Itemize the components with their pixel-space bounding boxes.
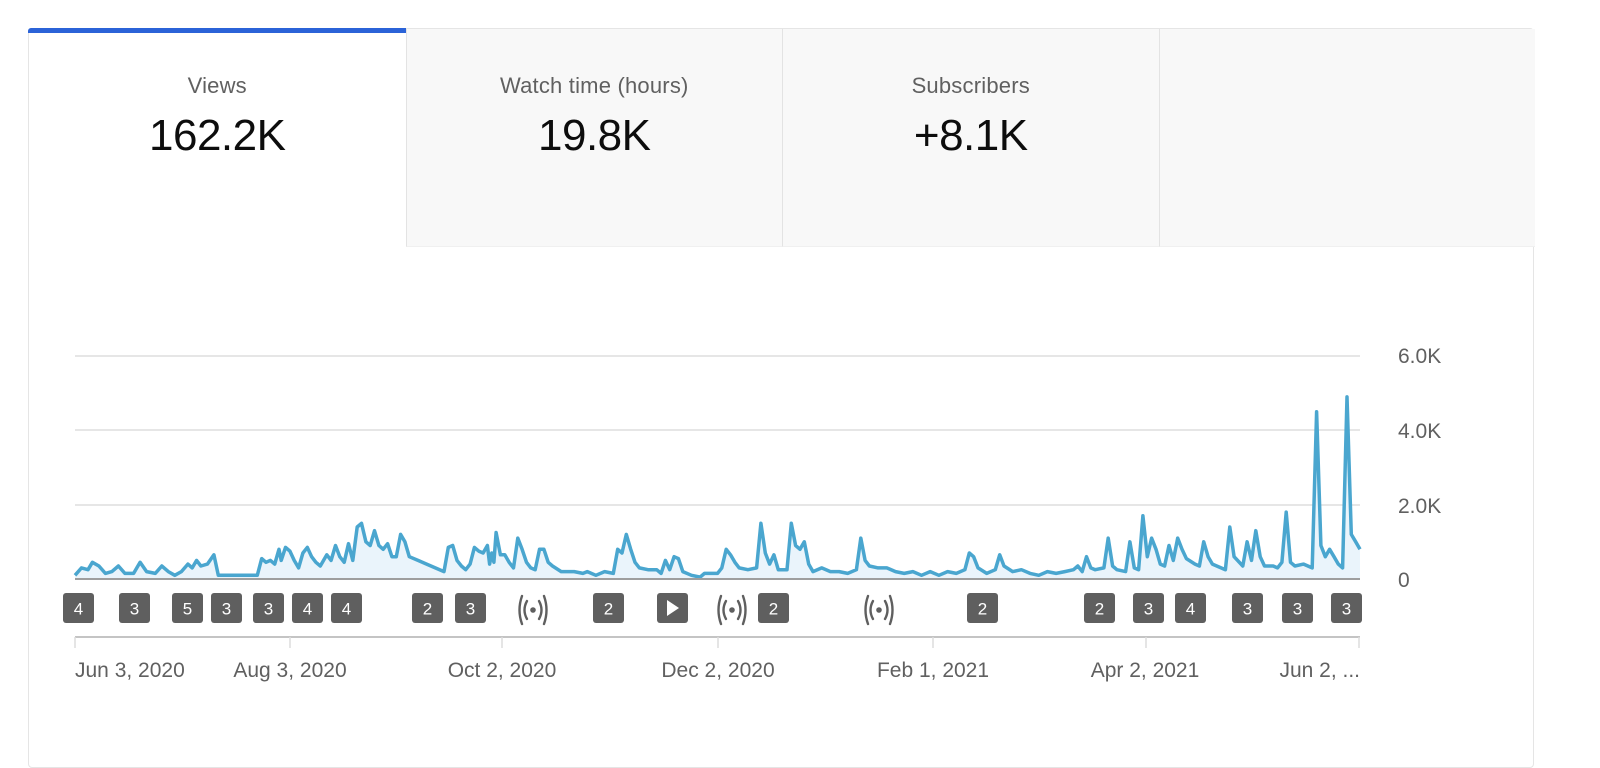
svg-text:4: 4	[342, 600, 351, 619]
svg-text:3: 3	[264, 600, 273, 619]
tab-watch-time-value: 19.8K	[538, 111, 651, 160]
svg-text:4: 4	[1186, 600, 1195, 619]
x-tick-jun-2021: Jun 2, ...	[1279, 659, 1360, 682]
tab-watch-time-label: Watch time (hours)	[499, 73, 689, 98]
y-tick-6k: 6.0K	[1398, 345, 1441, 368]
tab-watch-time[interactable]: Watch time (hours) 19.8K	[405, 29, 782, 247]
svg-text:3: 3	[130, 600, 139, 619]
timeline-markers: 4 3 5 3 3 4 4 2 3 2 2 2 2 3 4 3 3 3	[63, 593, 1362, 626]
video-count-badge[interactable]: 3	[211, 593, 242, 623]
svg-text:2: 2	[769, 600, 778, 619]
video-count-badge[interactable]: 3	[1133, 593, 1164, 623]
video-count-badge[interactable]: 2	[412, 593, 443, 623]
video-count-badge[interactable]: 3	[455, 593, 486, 623]
analytics-card: Views 162.2K Watch time (hours) 19.8K Su…	[28, 28, 1535, 768]
svg-text:4: 4	[303, 600, 312, 619]
views-area-fill	[75, 396, 1360, 579]
svg-text:2: 2	[423, 600, 432, 619]
video-count-badge[interactable]: 3	[1331, 593, 1362, 623]
svg-text:3: 3	[1243, 600, 1252, 619]
tab-views-value: 162.2K	[149, 111, 286, 160]
tab-views[interactable]: Views 162.2K	[28, 28, 406, 247]
y-tick-4k: 4.0K	[1398, 420, 1441, 443]
video-count-badge[interactable]: 3	[119, 593, 150, 623]
svg-text:3: 3	[466, 600, 475, 619]
views-chart[interactable]: 6.0K 4.0K 2.0K 0 4 3 5 3 3 4 4 2 3 2 2 2 2 3 4 3 3 3 Jun …	[0, 0, 1600, 749]
video-count-badge[interactable]: 2	[1084, 593, 1115, 623]
video-count-badge[interactable]: 4	[1175, 593, 1206, 623]
video-count-badge[interactable]: 2	[967, 593, 998, 623]
y-tick-2k: 2.0K	[1398, 495, 1441, 518]
x-tick-aug-2020: Aug 3, 2020	[233, 659, 346, 682]
svg-text:4: 4	[74, 600, 83, 619]
tab-views-label: Views	[187, 73, 247, 98]
x-tick-dec-2020: Dec 2, 2020	[661, 659, 774, 682]
svg-text:5: 5	[183, 600, 192, 619]
video-play-icon[interactable]	[657, 593, 688, 623]
video-count-badge[interactable]: 5	[172, 593, 203, 623]
svg-text:2: 2	[978, 600, 987, 619]
tab-subscribers-value: +8.1K	[913, 111, 1028, 160]
svg-text:3: 3	[1342, 600, 1351, 619]
x-tick-jun-2020: Jun 3, 2020	[75, 659, 185, 682]
svg-text:3: 3	[1144, 600, 1153, 619]
video-count-badge[interactable]: 2	[593, 593, 624, 623]
svg-text:3: 3	[222, 600, 231, 619]
svg-text:2: 2	[604, 600, 613, 619]
live-stream-icon[interactable]	[518, 594, 548, 626]
svg-text:2: 2	[1095, 600, 1104, 619]
video-count-badge[interactable]: 4	[292, 593, 323, 623]
tab-subscribers[interactable]: Subscribers +8.1K	[782, 29, 1159, 247]
live-stream-icon[interactable]	[864, 594, 894, 626]
x-tick-oct-2020: Oct 2, 2020	[448, 659, 557, 682]
y-tick-0: 0	[1398, 569, 1410, 592]
video-count-badge[interactable]: 4	[331, 593, 362, 623]
metric-tabs: Views 162.2K Watch time (hours) 19.8K Su…	[28, 28, 1535, 247]
live-stream-icon[interactable]	[717, 594, 747, 626]
video-count-badge[interactable]: 3	[253, 593, 284, 623]
video-count-badge[interactable]: 3	[1282, 593, 1313, 623]
video-count-badge[interactable]: 3	[1232, 593, 1263, 623]
views-line[interactable]	[73, 395, 1362, 579]
video-count-badge[interactable]: 4	[63, 593, 94, 623]
tab-subscribers-label: Subscribers	[911, 73, 1030, 98]
x-tick-feb-2021: Feb 1, 2021	[877, 659, 989, 682]
x-axis: Jun 3, 2020 Aug 3, 2020 Oct 2, 2020 Dec …	[74, 636, 1360, 682]
video-count-badge[interactable]: 2	[758, 593, 789, 623]
gridlines	[75, 355, 1360, 506]
x-tick-apr-2021: Apr 2, 2021	[1091, 659, 1200, 682]
y-axis-labels: 6.0K 4.0K 2.0K 0	[1398, 345, 1441, 592]
tab-empty	[1158, 29, 1535, 247]
svg-text:3: 3	[1293, 600, 1302, 619]
